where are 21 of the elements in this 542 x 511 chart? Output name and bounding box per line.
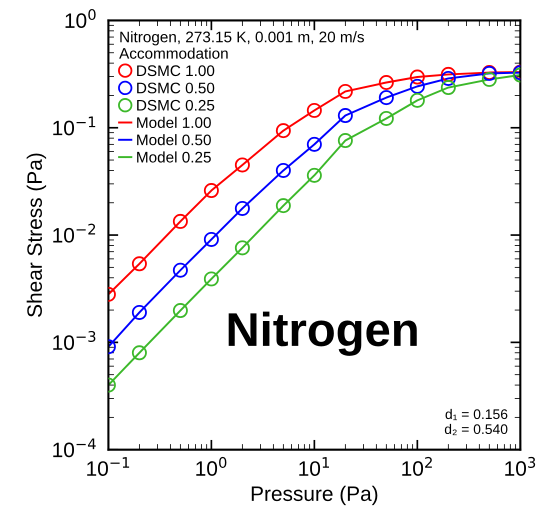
legend-label: Model 1.00 (137, 116, 211, 128)
x-tick-label: 10$^{2}$ (402, 456, 432, 476)
y-tick-label: 10$^{−1}$ (53, 116, 96, 136)
annotation: Nitrogen (228, 312, 417, 356)
y-tick-label: 10$^{−4}$ (53, 438, 96, 458)
legend-label: DSMC 0.50 (137, 82, 214, 94)
x-axis-title: Pressure (Pa) (252, 486, 378, 506)
legend-label: Model 0.25 (137, 151, 211, 163)
legend-label: DSMC 0.25 (137, 100, 214, 111)
x-tick-label: 10$^{3}$ (505, 456, 536, 476)
annotation: d₁ = 0.156 d₂ = 0.540 (444, 408, 508, 436)
x-tick-label: 10$^{1}$ (299, 457, 329, 476)
x-tick-label: 10$^{0}$ (196, 456, 226, 476)
y-tick-label: 10$^{−2}$ (53, 224, 96, 243)
legend-title: Nitrogen, 273.15 K, 0.001 m, 20 m/s Accommodation (119, 31, 364, 59)
legend-label: DSMC 1.00 (137, 65, 214, 76)
y-axis-title: Shear Stress (Pa) (26, 154, 46, 317)
y-tick-label: 10$^{0}$ (66, 9, 96, 28)
legend-label: Model 0.50 (137, 134, 211, 146)
x-tick-label: 10$^{−1}$ (87, 457, 130, 476)
y-tick-label: 10$^{−3}$ (53, 330, 96, 350)
